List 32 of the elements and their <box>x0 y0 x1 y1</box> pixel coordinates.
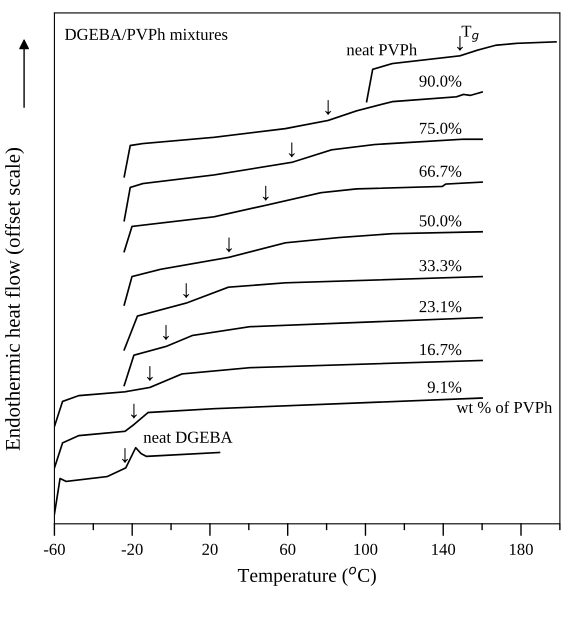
series-label: 75.0% <box>420 122 462 134</box>
x-tick-label: 100 <box>354 544 378 556</box>
annotation: ↓ <box>163 325 169 340</box>
series-label: 16.7% <box>420 344 462 356</box>
annotation: ↓ <box>325 100 332 115</box>
series-label: neat DGEBA <box>144 432 232 443</box>
x-tick-label: -60 <box>44 544 65 556</box>
annotation: ↓ <box>146 366 153 381</box>
annotation: ↓ <box>457 36 463 51</box>
annotation: ↓ <box>288 142 295 158</box>
x-tick-label: 20 <box>202 544 218 556</box>
chart-title: DGEBA/PVPh mixtures <box>65 28 228 40</box>
x-tick-label: 60 <box>280 544 296 556</box>
series-label: 33.3% <box>420 260 462 272</box>
x-axis-title: Temperature ($^{o}$C) <box>238 566 376 586</box>
annotation: wt % of PVPh <box>456 401 552 414</box>
annotation: ↓ <box>122 448 128 463</box>
annotation: ↓ <box>183 283 190 298</box>
series-label: 23.1% <box>420 300 462 312</box>
x-tick-label: 140 <box>432 544 456 556</box>
annotation: ↓ <box>131 404 137 419</box>
series-label: 9.1% <box>428 381 462 393</box>
annotation: ↓ <box>262 186 269 201</box>
x-tick-label: -20 <box>122 544 143 556</box>
annotation: ↓ <box>226 237 232 252</box>
series-label: 50.0% <box>420 215 462 227</box>
y-axis-title: Endothermic heat flow (offset scale) <box>4 148 24 450</box>
series-label: 66.7% <box>420 166 462 177</box>
text: T$_{g}$ <box>462 26 479 42</box>
x-tick-label: 180 <box>510 544 533 556</box>
series-label: neat PVPh <box>346 44 417 56</box>
series-label: 90.0% <box>419 75 462 87</box>
